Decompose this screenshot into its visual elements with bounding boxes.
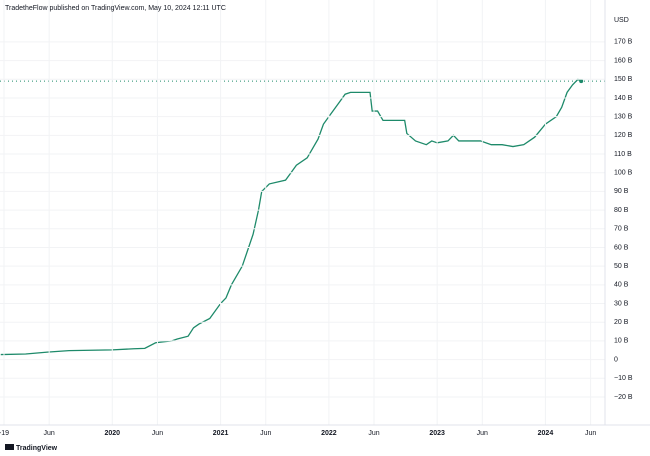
x-tick-label: -19 [0,430,9,437]
y-tick-label: 60 B [614,244,629,251]
y-tick-label: 0 [614,356,618,363]
y-tick-label: 170 B [614,39,633,46]
x-tick-label: 2021 [213,430,229,437]
x-tick-label: Jun [152,430,163,437]
x-tick-label: Jun [260,430,271,437]
y-tick-label: 40 B [614,282,629,289]
footer: TradingView [16,445,58,452]
x-tick-label: 2022 [321,430,337,437]
y-tick-label: 10 B [614,338,629,345]
y-tick-label: 160 B [614,57,633,64]
x-tick-label: 2020 [105,430,121,437]
x-tick-label: Jun [477,430,488,437]
y-tick-label: 120 B [614,132,633,139]
logo [5,444,14,450]
y-tick-label: 50 B [614,263,629,270]
x-tick-label: Jun [44,430,55,437]
y-tick-label: 90 B [614,188,629,195]
line [0,78,582,356]
y-tick-label: 30 B [614,300,629,307]
y-tick-label: 130 B [614,113,633,120]
x-tick-label: Jun [585,430,596,437]
y-tick-label: 20 B [614,319,629,326]
header: TradetheFlow published on TradingView.co… [5,5,226,12]
y-tick-label: 110 B [614,151,632,158]
y-tick-label: 100 B [614,170,633,177]
y-tick-label: −10 B [614,375,633,382]
y-tick-label: 70 B [614,226,629,233]
x-tick-label: Jun [368,430,379,437]
y-tick-label: 140 B [614,95,633,102]
y-tick-label: 80 B [614,207,629,214]
currency: USD [614,17,629,24]
x-tick-label: 2023 [429,430,445,437]
x-tick-label: 2024 [538,430,554,437]
y-tick-label: −20 B [614,394,633,401]
y-tick-label: 150 B [614,76,633,83]
